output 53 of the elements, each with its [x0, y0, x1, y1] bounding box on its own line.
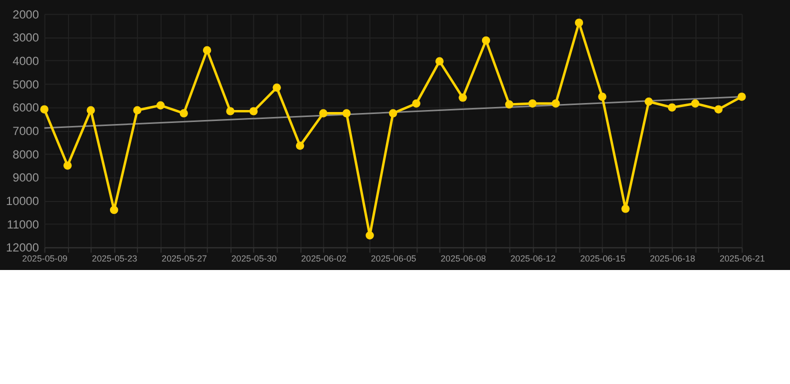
- point: [598, 92, 606, 101]
- point: [133, 106, 142, 114]
- point: [272, 84, 281, 92]
- point: [202, 46, 212, 54]
- point: [691, 99, 700, 108]
- point: [738, 92, 746, 101]
- point: [435, 57, 444, 66]
- x-tick-label: 2025-06-21: [720, 254, 765, 264]
- point: [505, 100, 514, 109]
- x-tick-label: 2025-06-15: [580, 254, 626, 264]
- y-tick-label: 6000: [12, 100, 40, 115]
- x-tick-label: 2025-06-02: [301, 254, 347, 264]
- y-tick-label: 5000: [12, 77, 40, 92]
- x-tick-label: 2025-06-12: [510, 254, 556, 264]
- point: [412, 99, 420, 108]
- point: [110, 206, 118, 214]
- y-tick-label: 3000: [12, 30, 40, 45]
- point: [458, 94, 467, 102]
- y-tick-label: 8000: [12, 147, 40, 162]
- y-tick-label: 9000: [12, 170, 40, 185]
- x-tick-label: 2025-06-08: [440, 254, 486, 264]
- x-tick-label: 2025-05-27: [162, 254, 208, 264]
- x-tick-label: 2025-06-18: [650, 254, 696, 264]
- y-tick-label: 2000: [12, 7, 40, 22]
- y-tick-label: 7000: [12, 124, 40, 138]
- point: [668, 103, 676, 112]
- y-tick-label: 11000: [6, 217, 40, 232]
- point: [621, 204, 630, 213]
- x-tick-label: 2025-05-30: [231, 254, 277, 264]
- point: [342, 109, 351, 118]
- point: [180, 109, 188, 118]
- point: [226, 107, 234, 116]
- x-tick-label: 2025-05-09: [22, 254, 68, 264]
- point: [156, 101, 165, 110]
- y-tick-label: 10000: [6, 194, 40, 208]
- point: [482, 36, 490, 45]
- x-tick-label: 2025-06-05: [370, 254, 416, 264]
- point: [249, 107, 258, 116]
- point: [388, 109, 398, 118]
- point: [40, 105, 48, 114]
- point: [644, 98, 653, 106]
- x-tick-label: 2025-05-23: [92, 254, 138, 264]
- point: [714, 105, 723, 114]
- point: [86, 106, 95, 114]
- point: [366, 231, 374, 240]
- y-tick-label: 12000: [6, 240, 40, 255]
- y-tick-label: 4000: [12, 54, 40, 68]
- point: [319, 109, 328, 118]
- point: [552, 99, 560, 108]
- point: [528, 99, 537, 108]
- point: [296, 142, 304, 150]
- point: [63, 161, 72, 170]
- point: [574, 18, 584, 27]
